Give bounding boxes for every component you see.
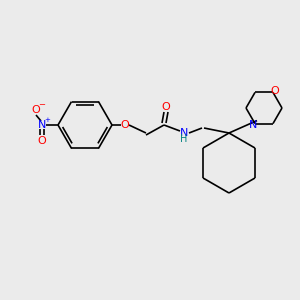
Text: O: O [38, 136, 46, 146]
Text: N: N [180, 128, 188, 138]
Text: −: − [38, 100, 46, 109]
Text: N: N [38, 120, 46, 130]
Text: O: O [32, 105, 40, 115]
Text: N: N [249, 120, 257, 130]
Text: O: O [162, 102, 170, 112]
Text: +: + [44, 116, 50, 122]
Text: O: O [121, 120, 129, 130]
Text: O: O [271, 86, 279, 96]
Text: H: H [180, 134, 188, 144]
